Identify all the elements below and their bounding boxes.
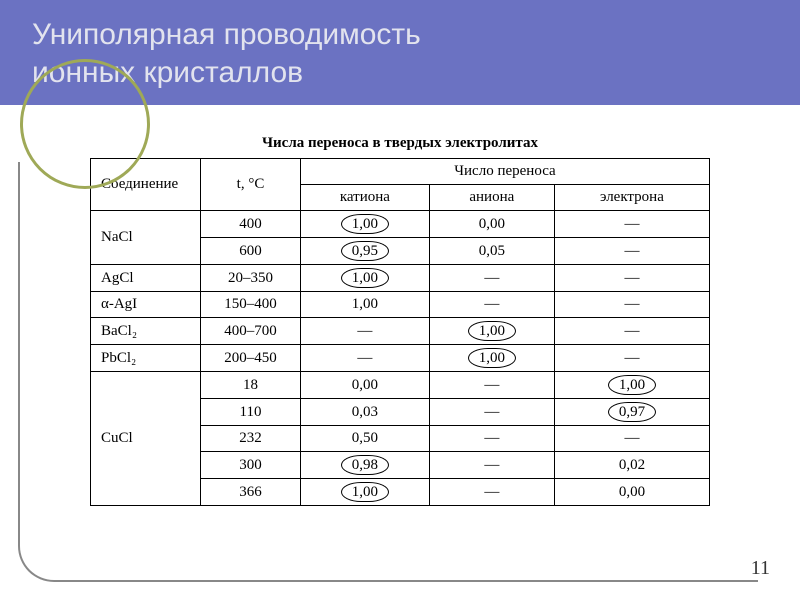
cell-cation: — [301, 345, 430, 372]
cell-electron: — [554, 318, 709, 345]
cell-cation: 0,95 [301, 238, 430, 265]
col-temp: t, °C [201, 159, 301, 211]
cell-temp: 600 [201, 238, 301, 265]
col-transfer: Число переноса [301, 159, 710, 185]
cell-anion: 0,00 [429, 211, 554, 238]
cell-anion: 1,00 [429, 345, 554, 372]
cell-anion: — [429, 292, 554, 318]
cell-electron: 0,02 [554, 452, 709, 479]
cell-electron: — [554, 265, 709, 292]
page-number: 11 [751, 557, 770, 580]
cell-compound: PbCl₂ [91, 345, 201, 372]
cell-electron: — [554, 426, 709, 452]
cell-temp: 366 [201, 479, 301, 506]
cell-electron: — [554, 238, 709, 265]
cell-electron: — [554, 345, 709, 372]
table-row: CuCl180,00—1,00 [91, 372, 710, 399]
cell-anion: — [429, 399, 554, 426]
cell-temp: 400–700 [201, 318, 301, 345]
cell-electron: 0,00 [554, 479, 709, 506]
table-row: NaCl4001,000,00— [91, 211, 710, 238]
cell-electron: 0,97 [554, 399, 709, 426]
cell-anion: — [429, 479, 554, 506]
cell-temp: 18 [201, 372, 301, 399]
cell-cation: 0,98 [301, 452, 430, 479]
cell-cation: 0,03 [301, 399, 430, 426]
cell-temp: 110 [201, 399, 301, 426]
cell-anion: — [429, 265, 554, 292]
cell-temp: 400 [201, 211, 301, 238]
cell-anion: — [429, 426, 554, 452]
slide-title: Униполярная проводимость ионных кристалл… [32, 16, 800, 91]
cell-temp: 300 [201, 452, 301, 479]
table-row: AgCl20–3501,00—— [91, 265, 710, 292]
table-row: α-AgI150–4001,00—— [91, 292, 710, 318]
slide-content: Числа переноса в твердых электролитах Со… [90, 135, 710, 506]
cell-temp: 232 [201, 426, 301, 452]
cell-compound: BaCl₂ [91, 318, 201, 345]
table-row: BaCl₂400–700—1,00— [91, 318, 710, 345]
accent-circle [20, 59, 150, 189]
table-body: NaCl4001,000,00—6000,950,05—AgCl20–3501,… [91, 211, 710, 506]
cell-cation: 1,00 [301, 211, 430, 238]
cell-temp: 20–350 [201, 265, 301, 292]
cell-temp: 200–450 [201, 345, 301, 372]
cell-compound: NaCl [91, 211, 201, 265]
cell-anion: 0,05 [429, 238, 554, 265]
cell-temp: 150–400 [201, 292, 301, 318]
cell-compound: CuCl [91, 372, 201, 506]
table-row: PbCl₂200–450—1,00— [91, 345, 710, 372]
col-cation: катиона [301, 185, 430, 211]
cell-compound: α-AgI [91, 292, 201, 318]
cell-cation: — [301, 318, 430, 345]
cell-compound: AgCl [91, 265, 201, 292]
cell-electron: — [554, 211, 709, 238]
cell-cation: 1,00 [301, 479, 430, 506]
title-line-1: Униполярная проводимость [32, 18, 421, 51]
cell-anion: — [429, 452, 554, 479]
cell-cation: 1,00 [301, 265, 430, 292]
cell-cation: 1,00 [301, 292, 430, 318]
cell-anion: — [429, 372, 554, 399]
col-anion: аниона [429, 185, 554, 211]
cell-cation: 0,50 [301, 426, 430, 452]
cell-cation: 0,00 [301, 372, 430, 399]
cell-electron: 1,00 [554, 372, 709, 399]
transfer-numbers-table: Соединение t, °C Число переноса катиона … [90, 158, 710, 506]
cell-electron: — [554, 292, 709, 318]
table-caption: Числа переноса в твердых электролитах [90, 135, 710, 152]
cell-anion: 1,00 [429, 318, 554, 345]
col-electron: электрона [554, 185, 709, 211]
